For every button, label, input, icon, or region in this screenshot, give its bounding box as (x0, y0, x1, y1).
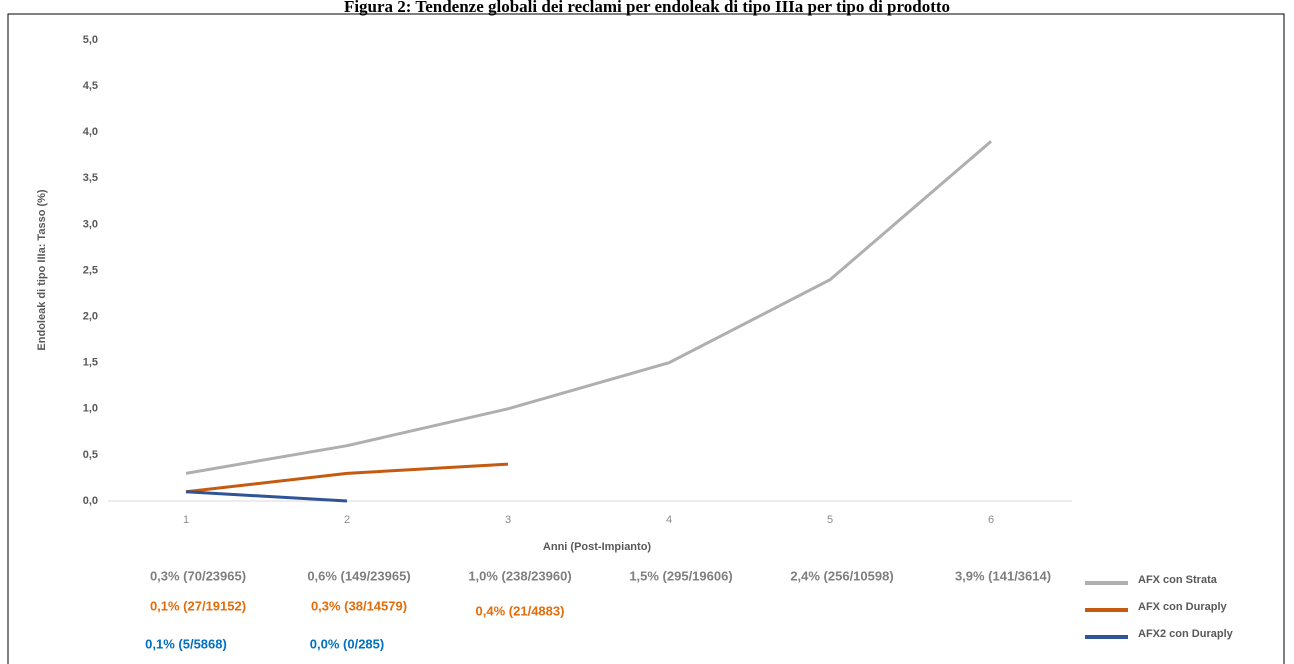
series-line (185, 490, 348, 503)
value-label: 0,6% (149/23965) (307, 568, 410, 583)
value-label: 3,9% (141/3614) (955, 568, 1051, 583)
y-axis-label: Endoleak di tipo IIIa: Tasso (%) (36, 189, 48, 350)
value-label: 0,3% (70/23965) (150, 568, 246, 583)
y-tick-label: 3,5 (83, 172, 98, 184)
legend-label: AFX con Strata (1138, 574, 1218, 586)
value-label: 0,4% (21/4883) (476, 603, 565, 618)
chart-title: Figura 2: Tendenze globali dei reclami p… (344, 0, 950, 16)
x-tick-label: 3 (505, 514, 511, 526)
y-tick-label: 4,0 (83, 126, 98, 138)
x-tick-label: 5 (827, 514, 833, 526)
value-label: 1,5% (295/19606) (629, 568, 732, 583)
legend-label: AFX con Duraply (1138, 601, 1228, 613)
value-label: 1,0% (238/23960) (468, 568, 571, 583)
value-label: 0,0% (0/285) (310, 636, 384, 651)
y-tick-label: 3,0 (83, 218, 98, 230)
frame (7, 13, 1285, 664)
x-tick-label: 6 (988, 514, 994, 526)
value-label: 0,3% (38/14579) (311, 598, 407, 613)
y-tick-label: 0,5 (83, 449, 98, 461)
x-axis-label: Anni (Post-Impianto) (543, 541, 651, 553)
y-tick-label: 1,0 (83, 403, 98, 415)
series-line (185, 140, 992, 475)
x-tick-label: 2 (344, 514, 350, 526)
y-tick-label: 4,5 (83, 80, 98, 92)
y-tick-label: 2,5 (83, 264, 98, 276)
value-label: 0,1% (27/19152) (150, 598, 246, 613)
x-tick-label: 4 (666, 514, 672, 526)
y-tick-label: 2,0 (83, 311, 98, 323)
value-label: 2,4% (256/10598) (790, 568, 893, 583)
y-tick-label: 5,0 (83, 34, 98, 46)
x-tick-label: 1 (183, 514, 189, 526)
y-tick-label: 1,5 (83, 357, 98, 369)
series-line (185, 462, 509, 494)
legend-label: AFX2 con Duraply (1138, 628, 1234, 640)
y-tick-label: 0,0 (83, 495, 98, 507)
value-label: 0,1% (5/5868) (145, 636, 227, 651)
